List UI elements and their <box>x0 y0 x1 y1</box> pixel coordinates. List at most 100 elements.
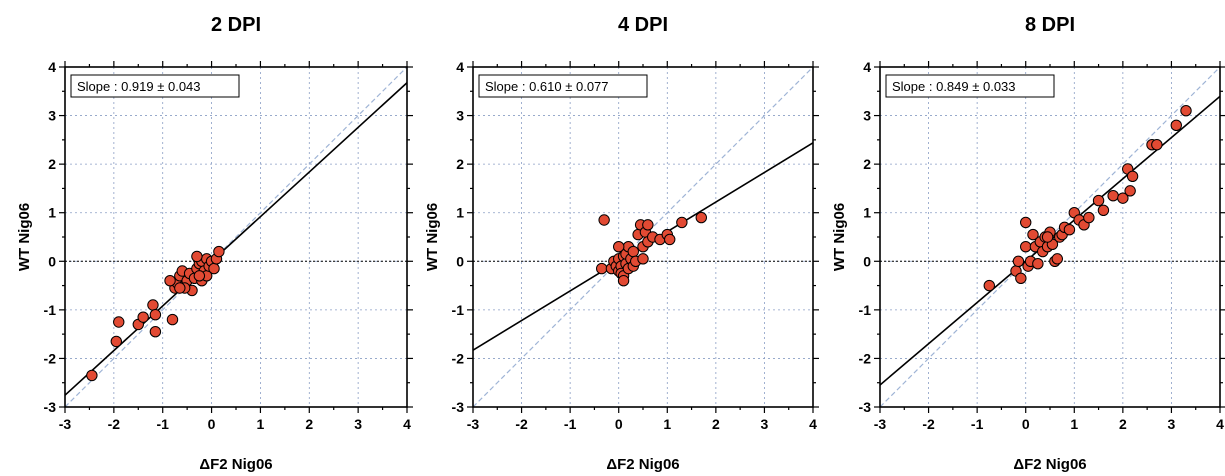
x-tick-label: -3 <box>59 416 72 432</box>
y-axis-label: WT Nig06 <box>16 203 33 271</box>
y-tick-label: -2 <box>44 350 57 366</box>
data-point <box>1107 190 1119 202</box>
data-point <box>1117 192 1129 204</box>
panel-3: 8 DPI -3 -2 -1 0 1 2 3 4 -3 -2 -1 0 1 2 3 4 ΔF2 Nig06 WT N… <box>831 14 1225 473</box>
x-tick-label: 0 <box>1022 416 1030 432</box>
x-tick-label: -2 <box>108 416 121 432</box>
x-axis-label: ΔF2 Nig06 <box>606 456 679 473</box>
panel-1: 2 DPI -3 -2 -1 0 1 2 3 4 -3 -2 -1 0 1 2 3 4 ΔF2 Nig06 WT N… <box>16 14 413 473</box>
x-tick-label: -1 <box>971 416 984 432</box>
data-point <box>1126 170 1139 182</box>
y-tick-label: 0 <box>48 253 56 269</box>
data-point <box>627 245 639 258</box>
slope-annotation: Slope : 0.919 ± 0.043 <box>77 79 201 94</box>
y-tick-label: -1 <box>452 302 465 318</box>
data-point <box>1020 241 1032 253</box>
y-axis-label: WT Nig06 <box>424 203 441 271</box>
x-axis-label: ΔF2 Nig06 <box>199 456 272 473</box>
identity-line <box>65 67 407 407</box>
y-tick-label: -3 <box>452 399 465 415</box>
x-tick-label: 3 <box>761 416 769 432</box>
data-point <box>1012 255 1025 267</box>
data-point <box>676 216 688 229</box>
slope-annotation: Slope : 0.849 ± 0.033 <box>892 79 1016 94</box>
x-tick-label: -1 <box>564 416 577 432</box>
data-point <box>1097 204 1110 216</box>
data-point <box>149 326 162 338</box>
x-tick-label: 2 <box>305 416 313 432</box>
data-point <box>86 369 98 382</box>
x-tick-label: 4 <box>403 416 411 432</box>
data-point <box>164 275 176 287</box>
x-tick-label: -1 <box>156 416 169 432</box>
x-tick-label: -2 <box>515 416 528 432</box>
y-tick-label: 4 <box>863 59 871 75</box>
data-point <box>613 241 625 253</box>
data-point <box>1124 185 1136 197</box>
x-tick-label: 0 <box>615 416 623 432</box>
y-tick-label: 3 <box>48 108 56 124</box>
y-tick-label: -2 <box>859 350 872 366</box>
points <box>596 211 707 287</box>
y-tick-label: 1 <box>456 205 464 221</box>
data-point <box>1020 216 1032 229</box>
data-point <box>174 282 186 294</box>
y-tick-label: -3 <box>859 399 872 415</box>
y-tick-label: 4 <box>48 59 56 75</box>
y-tick-label: 1 <box>863 205 871 221</box>
data-point <box>664 233 676 246</box>
y-tick-label: 2 <box>863 156 871 172</box>
lines <box>65 67 407 407</box>
data-point <box>1063 224 1076 236</box>
data-point <box>695 211 707 224</box>
y-tick-label: 0 <box>863 253 871 269</box>
x-tick-label: 2 <box>712 416 720 432</box>
data-point <box>596 262 608 275</box>
x-tick-label: -3 <box>467 416 480 432</box>
x-tick-label: 0 <box>208 416 216 432</box>
fit-line <box>65 82 407 396</box>
data-point <box>1180 105 1192 117</box>
data-point <box>617 275 630 287</box>
data-point <box>1170 119 1182 131</box>
slope-box <box>478 74 648 98</box>
panel-2: 4 DPI -3 -2 -1 0 1 2 3 4 -3 -2 -1 0 1 2 3 4 ΔF2 Nig06 WT N… <box>424 14 819 473</box>
data-point <box>637 253 649 265</box>
data-point <box>1032 258 1044 270</box>
y-tick-label: -1 <box>44 302 57 318</box>
data-point <box>1015 272 1027 284</box>
points <box>86 245 225 382</box>
x-tick-label: 4 <box>809 416 817 432</box>
y-tick-label: 1 <box>48 205 56 221</box>
y-axis-label: WT Nig06 <box>831 203 848 271</box>
data-point <box>166 313 179 326</box>
y-tick-label: 3 <box>456 108 464 124</box>
x-tick-label: 1 <box>257 416 265 432</box>
data-point <box>642 219 654 231</box>
slope-box <box>885 74 1055 98</box>
data-point <box>1083 211 1095 224</box>
data-point <box>191 250 203 263</box>
data-point <box>193 270 206 282</box>
data-point <box>1151 139 1163 151</box>
panel-title: 4 DPI <box>618 14 668 36</box>
y-tick-label: 4 <box>456 59 464 75</box>
data-point <box>113 316 125 328</box>
panel-title: 2 DPI <box>211 14 261 36</box>
data-point <box>137 311 149 323</box>
x-tick-label: 4 <box>1216 416 1224 432</box>
data-point <box>983 279 995 292</box>
panel-title: 8 DPI <box>1025 14 1075 36</box>
y-tick-label: -2 <box>452 350 465 366</box>
data-point <box>1051 253 1063 265</box>
x-tick-label: 3 <box>354 416 362 432</box>
data-point <box>110 335 123 348</box>
x-tick-label: -2 <box>922 416 935 432</box>
y-tick-label: 3 <box>863 108 871 124</box>
slope-annotation: Slope : 0.610 ± 0.077 <box>485 79 609 94</box>
y-tick-label: 2 <box>48 156 56 172</box>
x-tick-label: 3 <box>1168 416 1176 432</box>
data-point <box>147 299 159 311</box>
x-tick-label: -3 <box>874 416 887 432</box>
